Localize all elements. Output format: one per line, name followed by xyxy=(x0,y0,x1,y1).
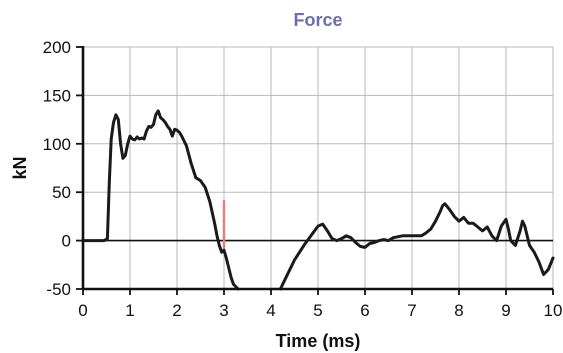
y-axis-title: kN xyxy=(10,156,30,179)
y-tick-label: 100 xyxy=(43,135,71,154)
x-tick-label: 8 xyxy=(454,301,463,320)
x-tick-label: 6 xyxy=(360,301,369,320)
y-tick-label: 150 xyxy=(43,86,71,105)
x-tick-label: 5 xyxy=(313,301,322,320)
x-tick-label: 0 xyxy=(78,301,87,320)
x-tick-label: 7 xyxy=(407,301,416,320)
y-tick-label: 0 xyxy=(62,232,71,251)
x-tick-labels: 0 1 2 3 4 5 6 7 8 9 10 xyxy=(78,301,562,320)
force-series-line xyxy=(81,109,555,291)
axes xyxy=(76,46,554,295)
y-tick-label: 50 xyxy=(52,183,71,202)
x-tick-label: 1 xyxy=(125,301,134,320)
chart-title: Force xyxy=(293,10,342,30)
x-tick-label: 4 xyxy=(266,301,275,320)
x-tick-label: 9 xyxy=(501,301,510,320)
grid xyxy=(82,46,554,290)
y-tick-label: -50 xyxy=(46,280,71,299)
series-group xyxy=(81,109,555,291)
x-tick-label: 3 xyxy=(219,301,228,320)
y-tick-labels: -50 0 50 100 150 200 xyxy=(43,38,71,299)
x-tick-label: 10 xyxy=(544,301,563,320)
x-tick-label: 2 xyxy=(172,301,181,320)
y-tick-label: 200 xyxy=(43,38,71,57)
x-axis-title: Time (ms) xyxy=(276,331,361,351)
